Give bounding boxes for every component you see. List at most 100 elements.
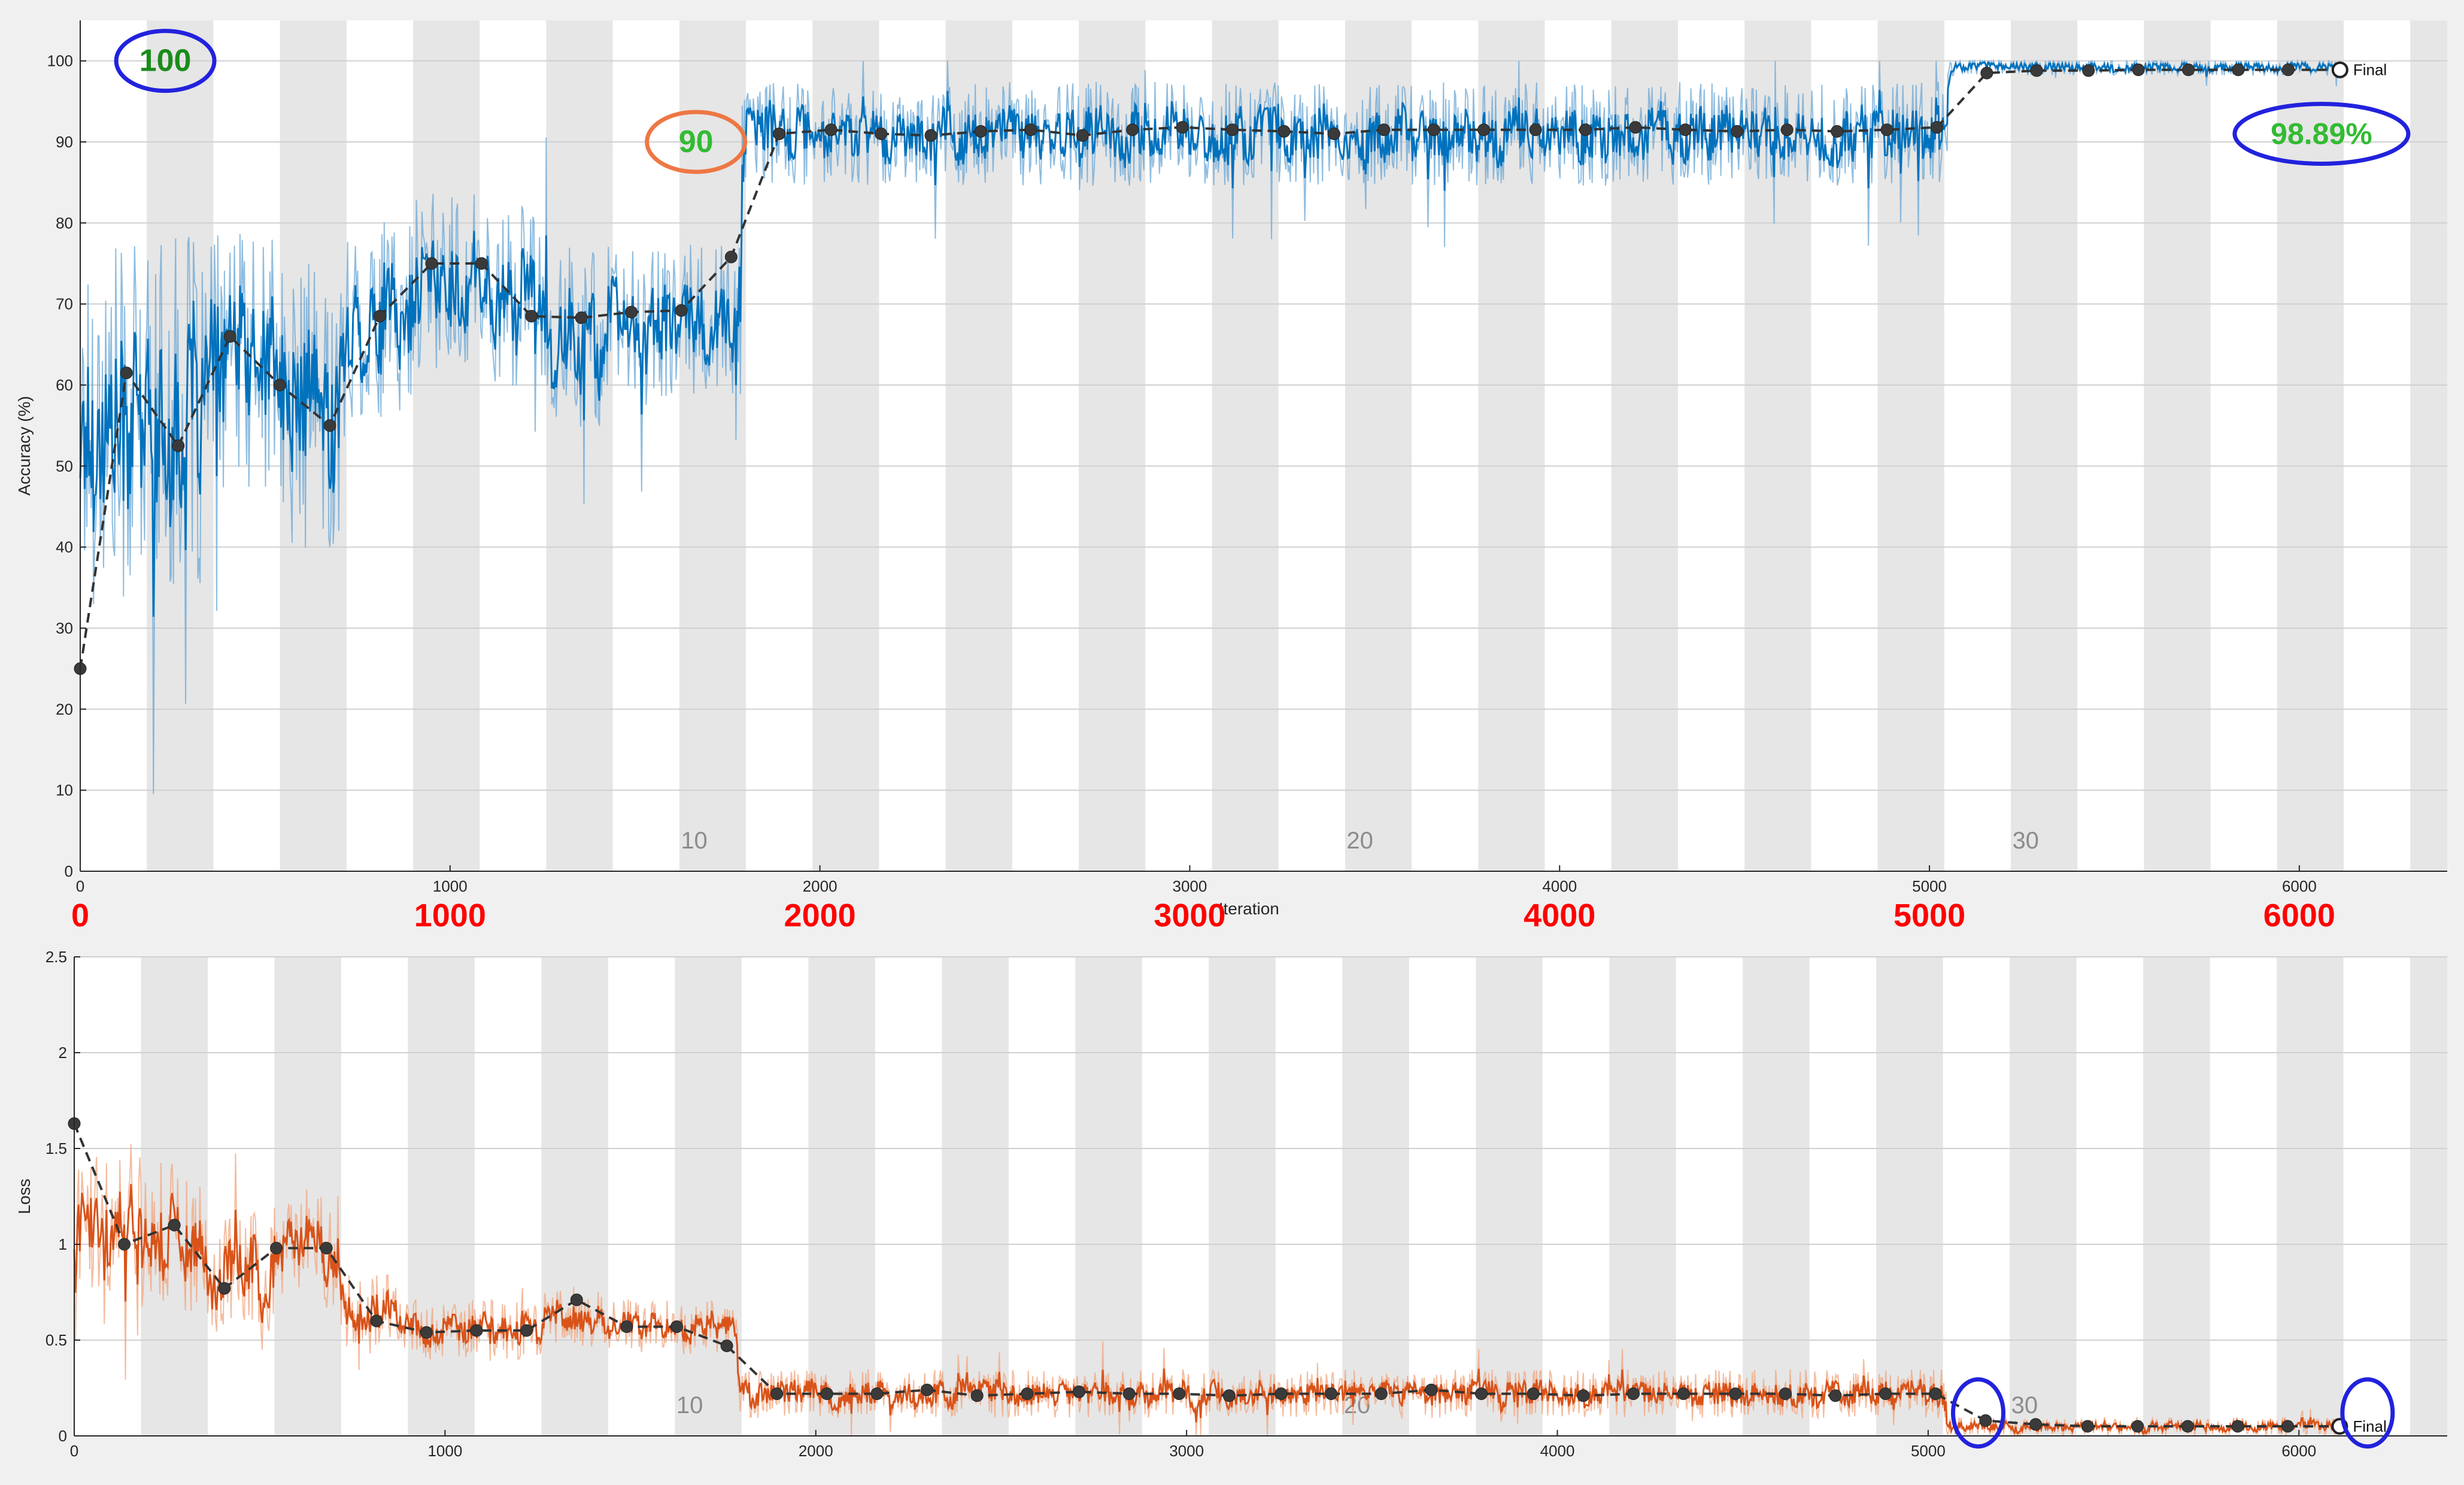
validation-point bbox=[475, 257, 488, 270]
validation-point bbox=[1126, 123, 1139, 137]
overlay-x-label: 2000 bbox=[784, 898, 856, 934]
validation-point bbox=[1021, 1387, 1034, 1401]
epoch-label: 10 bbox=[681, 828, 708, 854]
x-tick-label: 0 bbox=[70, 1442, 78, 1460]
validation-point bbox=[223, 330, 236, 343]
validation-point bbox=[2132, 63, 2145, 77]
y-tick-label: 0 bbox=[65, 862, 73, 880]
validation-point bbox=[670, 1320, 683, 1334]
epoch-band bbox=[1478, 20, 1545, 871]
validation-point bbox=[820, 1387, 833, 1401]
y-tick-label: 0 bbox=[59, 1427, 67, 1445]
validation-point bbox=[675, 304, 688, 317]
validation-point bbox=[875, 127, 888, 140]
annotation-circle bbox=[1950, 1377, 2005, 1449]
validation-point bbox=[2281, 63, 2295, 77]
x-tick-label: 3000 bbox=[1173, 877, 1207, 895]
validation-point bbox=[373, 310, 386, 323]
validation-point bbox=[1076, 129, 1089, 142]
validation-point bbox=[575, 311, 588, 325]
x-tick-label: 1000 bbox=[433, 877, 468, 895]
validation-point bbox=[2331, 61, 2348, 78]
validation-point bbox=[720, 1339, 733, 1353]
epoch-band bbox=[1476, 957, 1543, 1436]
validation-point bbox=[2131, 1420, 2144, 1433]
y-tick-label: 50 bbox=[56, 457, 73, 475]
validation-point bbox=[1377, 123, 1391, 137]
epoch-band bbox=[2010, 20, 2078, 871]
epoch-band bbox=[413, 20, 480, 871]
validation-point bbox=[1374, 1387, 1388, 1401]
annotation-value: 98.89% bbox=[2271, 117, 2372, 150]
validation-point bbox=[1831, 125, 1844, 138]
validation-point bbox=[974, 125, 987, 138]
x-tick-label: 6000 bbox=[2282, 877, 2317, 895]
epoch-band bbox=[808, 957, 875, 1436]
y-axis-title: Accuracy (%) bbox=[15, 396, 34, 495]
validation-point bbox=[1527, 1387, 1540, 1401]
validation-point bbox=[420, 1326, 433, 1339]
validation-point bbox=[1679, 123, 1692, 137]
validation-point bbox=[274, 378, 287, 392]
validation-point bbox=[2281, 1420, 2295, 1433]
annotation-circle bbox=[114, 29, 217, 93]
validation-point bbox=[2082, 64, 2095, 77]
validation-point bbox=[118, 1238, 131, 1251]
validation-line bbox=[79, 68, 2340, 669]
validation-point bbox=[2232, 63, 2245, 77]
validation-point bbox=[470, 1324, 483, 1337]
annotation-circle bbox=[645, 110, 748, 174]
validation-point bbox=[1677, 1387, 1690, 1401]
epoch-band bbox=[2410, 957, 2447, 1436]
validation-point bbox=[1577, 1389, 1590, 1402]
validation-point bbox=[1222, 1389, 1236, 1402]
training-smoothed-line bbox=[79, 60, 2344, 617]
validation-point bbox=[120, 366, 133, 380]
validation-point bbox=[1176, 121, 1189, 134]
validation-point bbox=[570, 1293, 583, 1307]
validation-point bbox=[2029, 1418, 2042, 1431]
epoch-band bbox=[2010, 957, 2077, 1436]
x-tick-label: 6000 bbox=[2281, 1442, 2316, 1460]
validation-point bbox=[625, 305, 638, 319]
validation-point bbox=[1980, 66, 1993, 80]
validation-point bbox=[1327, 127, 1340, 140]
validation-point bbox=[770, 1387, 784, 1401]
validation-point bbox=[2231, 1420, 2244, 1433]
validation-point bbox=[218, 1282, 231, 1295]
epoch-band bbox=[2144, 20, 2211, 871]
validation-point bbox=[870, 1387, 884, 1401]
y-tick-label: 90 bbox=[56, 133, 73, 151]
x-tick-label: 4000 bbox=[1540, 1442, 1575, 1460]
epoch-band bbox=[1075, 957, 1142, 1436]
epoch-band bbox=[675, 957, 742, 1436]
x-axis-title: Iteration bbox=[1219, 899, 1279, 918]
validation-point bbox=[1579, 123, 1592, 137]
overlay-x-label: 5000 bbox=[1893, 898, 1965, 934]
validation-point bbox=[1629, 121, 1642, 134]
validation-point bbox=[525, 310, 538, 323]
overlay-x-label: 6000 bbox=[2263, 898, 2335, 934]
epoch-band bbox=[2277, 957, 2344, 1436]
x-tick-label: 4000 bbox=[1542, 877, 1577, 895]
x-tick-label: 5000 bbox=[1912, 877, 1947, 895]
epoch-band bbox=[546, 20, 613, 871]
epoch-band bbox=[541, 957, 608, 1436]
validation-point bbox=[370, 1314, 383, 1328]
validation-point bbox=[1627, 1387, 1640, 1401]
epoch-band bbox=[141, 957, 208, 1436]
validation-line bbox=[73, 1123, 2340, 1428]
y-tick-label: 10 bbox=[56, 781, 73, 799]
validation-point bbox=[1325, 1387, 1338, 1401]
overlay-x-label: 0 bbox=[71, 898, 89, 934]
validation-point bbox=[1475, 1387, 1488, 1401]
validation-point bbox=[1477, 123, 1491, 137]
validation-point bbox=[1930, 121, 1943, 134]
validation-point bbox=[1929, 1387, 1942, 1401]
validation-point bbox=[924, 129, 937, 142]
y-tick-label: 0.5 bbox=[45, 1331, 67, 1349]
epoch-band bbox=[1342, 957, 1409, 1436]
